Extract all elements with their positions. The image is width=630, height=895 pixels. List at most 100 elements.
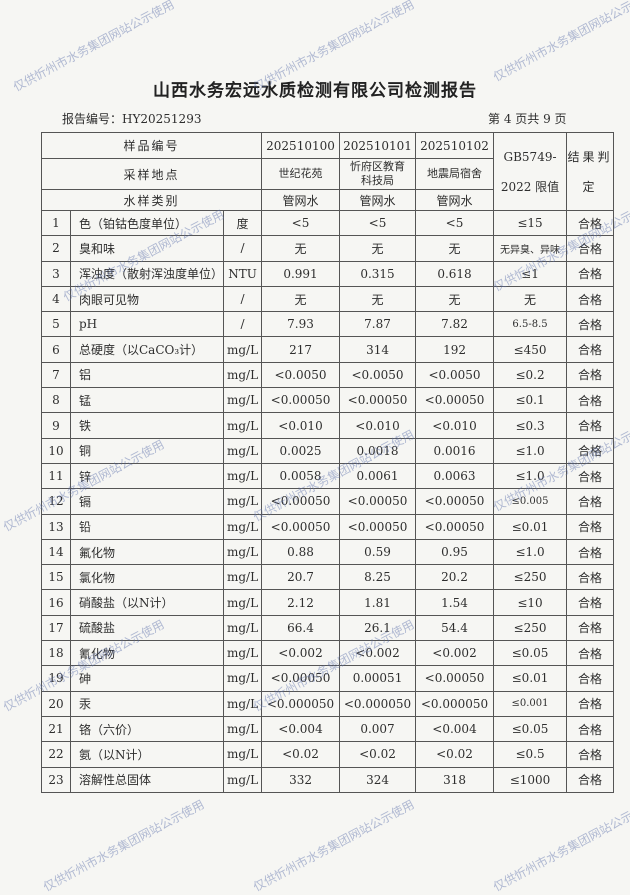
- value-sample-1: 0.991: [261, 260, 341, 287]
- parameter-name: 锰: [69, 387, 225, 414]
- parameter-name: 色（铂钴色度单位）: [69, 209, 225, 237]
- limit: ≤0.01: [493, 665, 568, 692]
- value-sample-2: 1.81: [339, 589, 417, 616]
- value-sample-1: <0.00050: [261, 488, 341, 515]
- result: 合格: [566, 538, 615, 566]
- value-sample-2: <5: [339, 209, 417, 237]
- value-sample-3: <0.00050: [415, 665, 495, 692]
- value-sample-2: <0.010: [339, 412, 417, 439]
- parameter-name: 浑浊度（散射浑浊度单位）: [69, 260, 225, 287]
- limit: ≤0.001: [493, 690, 568, 717]
- value-sample-2: <0.0050: [339, 361, 417, 389]
- value-sample-3: 54.4: [415, 614, 495, 642]
- unit: mg/L: [223, 690, 263, 717]
- parameter-name: pH: [69, 311, 225, 338]
- value-sample-1: 66.4: [261, 614, 341, 642]
- value-sample-3: 192: [415, 336, 495, 363]
- limit: ≤15: [493, 209, 568, 237]
- result: 合格: [566, 564, 615, 591]
- type-label: 水样类别: [40, 189, 263, 211]
- value-sample-1: <0.004: [261, 715, 341, 743]
- row-number: 5: [41, 311, 71, 338]
- row-number: 11: [41, 462, 71, 490]
- unit: mg/L: [223, 513, 263, 540]
- value-sample-1: 332: [261, 766, 341, 793]
- parameter-name: 总硬度（以CaCO₃计）: [69, 336, 225, 363]
- value-sample-1: <5: [261, 209, 341, 237]
- result: 合格: [566, 665, 615, 692]
- value-sample-2: 无: [339, 235, 417, 262]
- watermark: 仅供忻州市水务集团网站公示使用: [40, 797, 207, 895]
- value-sample-2: 0.315: [339, 260, 417, 287]
- limit: ≤1.0: [493, 462, 568, 490]
- row-number: 3: [41, 260, 71, 287]
- unit: mg/L: [223, 488, 263, 515]
- value-sample-2: <0.000050: [339, 690, 417, 717]
- result-label: 结果判定: [566, 132, 615, 211]
- limit: ≤1.0: [493, 538, 568, 566]
- value-sample-3: <0.000050: [415, 690, 495, 717]
- row-number: 8: [41, 387, 71, 414]
- value-sample-1: 0.0025: [261, 437, 341, 464]
- row-number: 12: [41, 488, 71, 515]
- value-sample-3: <5: [415, 209, 495, 237]
- parameter-name: 铜: [69, 437, 225, 464]
- value-sample-3: <0.00050: [415, 387, 495, 414]
- value-sample-3: 无: [415, 235, 495, 262]
- value-sample-1: 20.7: [261, 564, 341, 591]
- parameter-name: 铁: [69, 412, 225, 439]
- result: 合格: [566, 488, 615, 515]
- parameter-name: 铝: [69, 361, 225, 389]
- limit: ≤1000: [493, 766, 568, 793]
- result: 合格: [566, 589, 615, 616]
- result: 合格: [566, 462, 615, 490]
- limit: ≤0.1: [493, 387, 568, 414]
- parameter-name: 氟化物: [69, 538, 225, 566]
- watermark: 仅供忻州市水务集团网站公示使用: [250, 797, 417, 895]
- result: 合格: [566, 640, 615, 667]
- table-row: 17 硫酸盐 mg/L 66.4 26.1 54.4 ≤250 合格: [41, 614, 615, 642]
- sample-no: 202510100: [261, 132, 341, 159]
- unit: /: [223, 285, 263, 313]
- value-sample-2: 无: [339, 285, 417, 313]
- row-number: 19: [41, 665, 71, 692]
- limit: ≤0.005: [493, 488, 568, 515]
- parameter-name: 锌: [69, 462, 225, 490]
- limit: ≤0.05: [493, 715, 568, 743]
- value-sample-1: <0.02: [261, 741, 341, 768]
- table-row: 6 总硬度（以CaCO₃计） mg/L 217 314 192 ≤450 合格: [41, 336, 615, 363]
- table-row: 5 pH/7.93 7.87 7.82 6.5-8.5 合格: [41, 311, 615, 338]
- value-sample-3: 0.0016: [415, 437, 495, 464]
- sample-location: 忻府区教育科技局: [339, 158, 417, 190]
- value-sample-1: <0.00050: [261, 665, 341, 692]
- water-quality-table: 样品编号 202510100 202510101 202510102 GB574…: [40, 132, 615, 793]
- standard-label: GB5749-2022 限值: [493, 132, 568, 211]
- value-sample-2: 7.87: [339, 311, 417, 338]
- row-number: 14: [41, 538, 71, 566]
- limit: ≤1.0: [493, 437, 568, 464]
- result: 合格: [566, 412, 615, 439]
- limit: ≤250: [493, 614, 568, 642]
- table-row: 18 氰化物 mg/L <0.002 <0.002 <0.002 ≤0.05 合格: [41, 640, 615, 667]
- unit: NTU: [223, 260, 263, 287]
- row-number: 15: [41, 564, 71, 591]
- report-number: 报告编号：HY20251293: [62, 112, 202, 126]
- value-sample-3: <0.0050: [415, 361, 495, 389]
- value-sample-2: 0.00051: [339, 665, 417, 692]
- table-row: 1 色（铂钴色度单位）度 <5 <5 <5 ≤15 合格: [41, 209, 615, 237]
- value-sample-1: 0.0058: [261, 462, 341, 490]
- value-sample-3: 7.82: [415, 311, 495, 338]
- parameter-name: 溶解性总固体: [69, 766, 225, 793]
- table-row: 16 硝酸盐（以N计） mg/L 2.12 1.81 1.54 ≤10 合格: [41, 589, 615, 616]
- watermark: 仅供忻州市水务集团网站公示使用: [490, 797, 630, 895]
- result: 合格: [566, 311, 615, 338]
- value-sample-1: 7.93: [261, 311, 341, 338]
- row-number: 1: [41, 209, 71, 237]
- row-number: 16: [41, 589, 71, 616]
- result: 合格: [566, 260, 615, 287]
- parameter-name: 臭和味: [69, 235, 225, 262]
- unit: mg/L: [223, 538, 263, 566]
- value-sample-3: <0.002: [415, 640, 495, 667]
- value-sample-3: <0.010: [415, 412, 495, 439]
- value-sample-2: 8.25: [339, 564, 417, 591]
